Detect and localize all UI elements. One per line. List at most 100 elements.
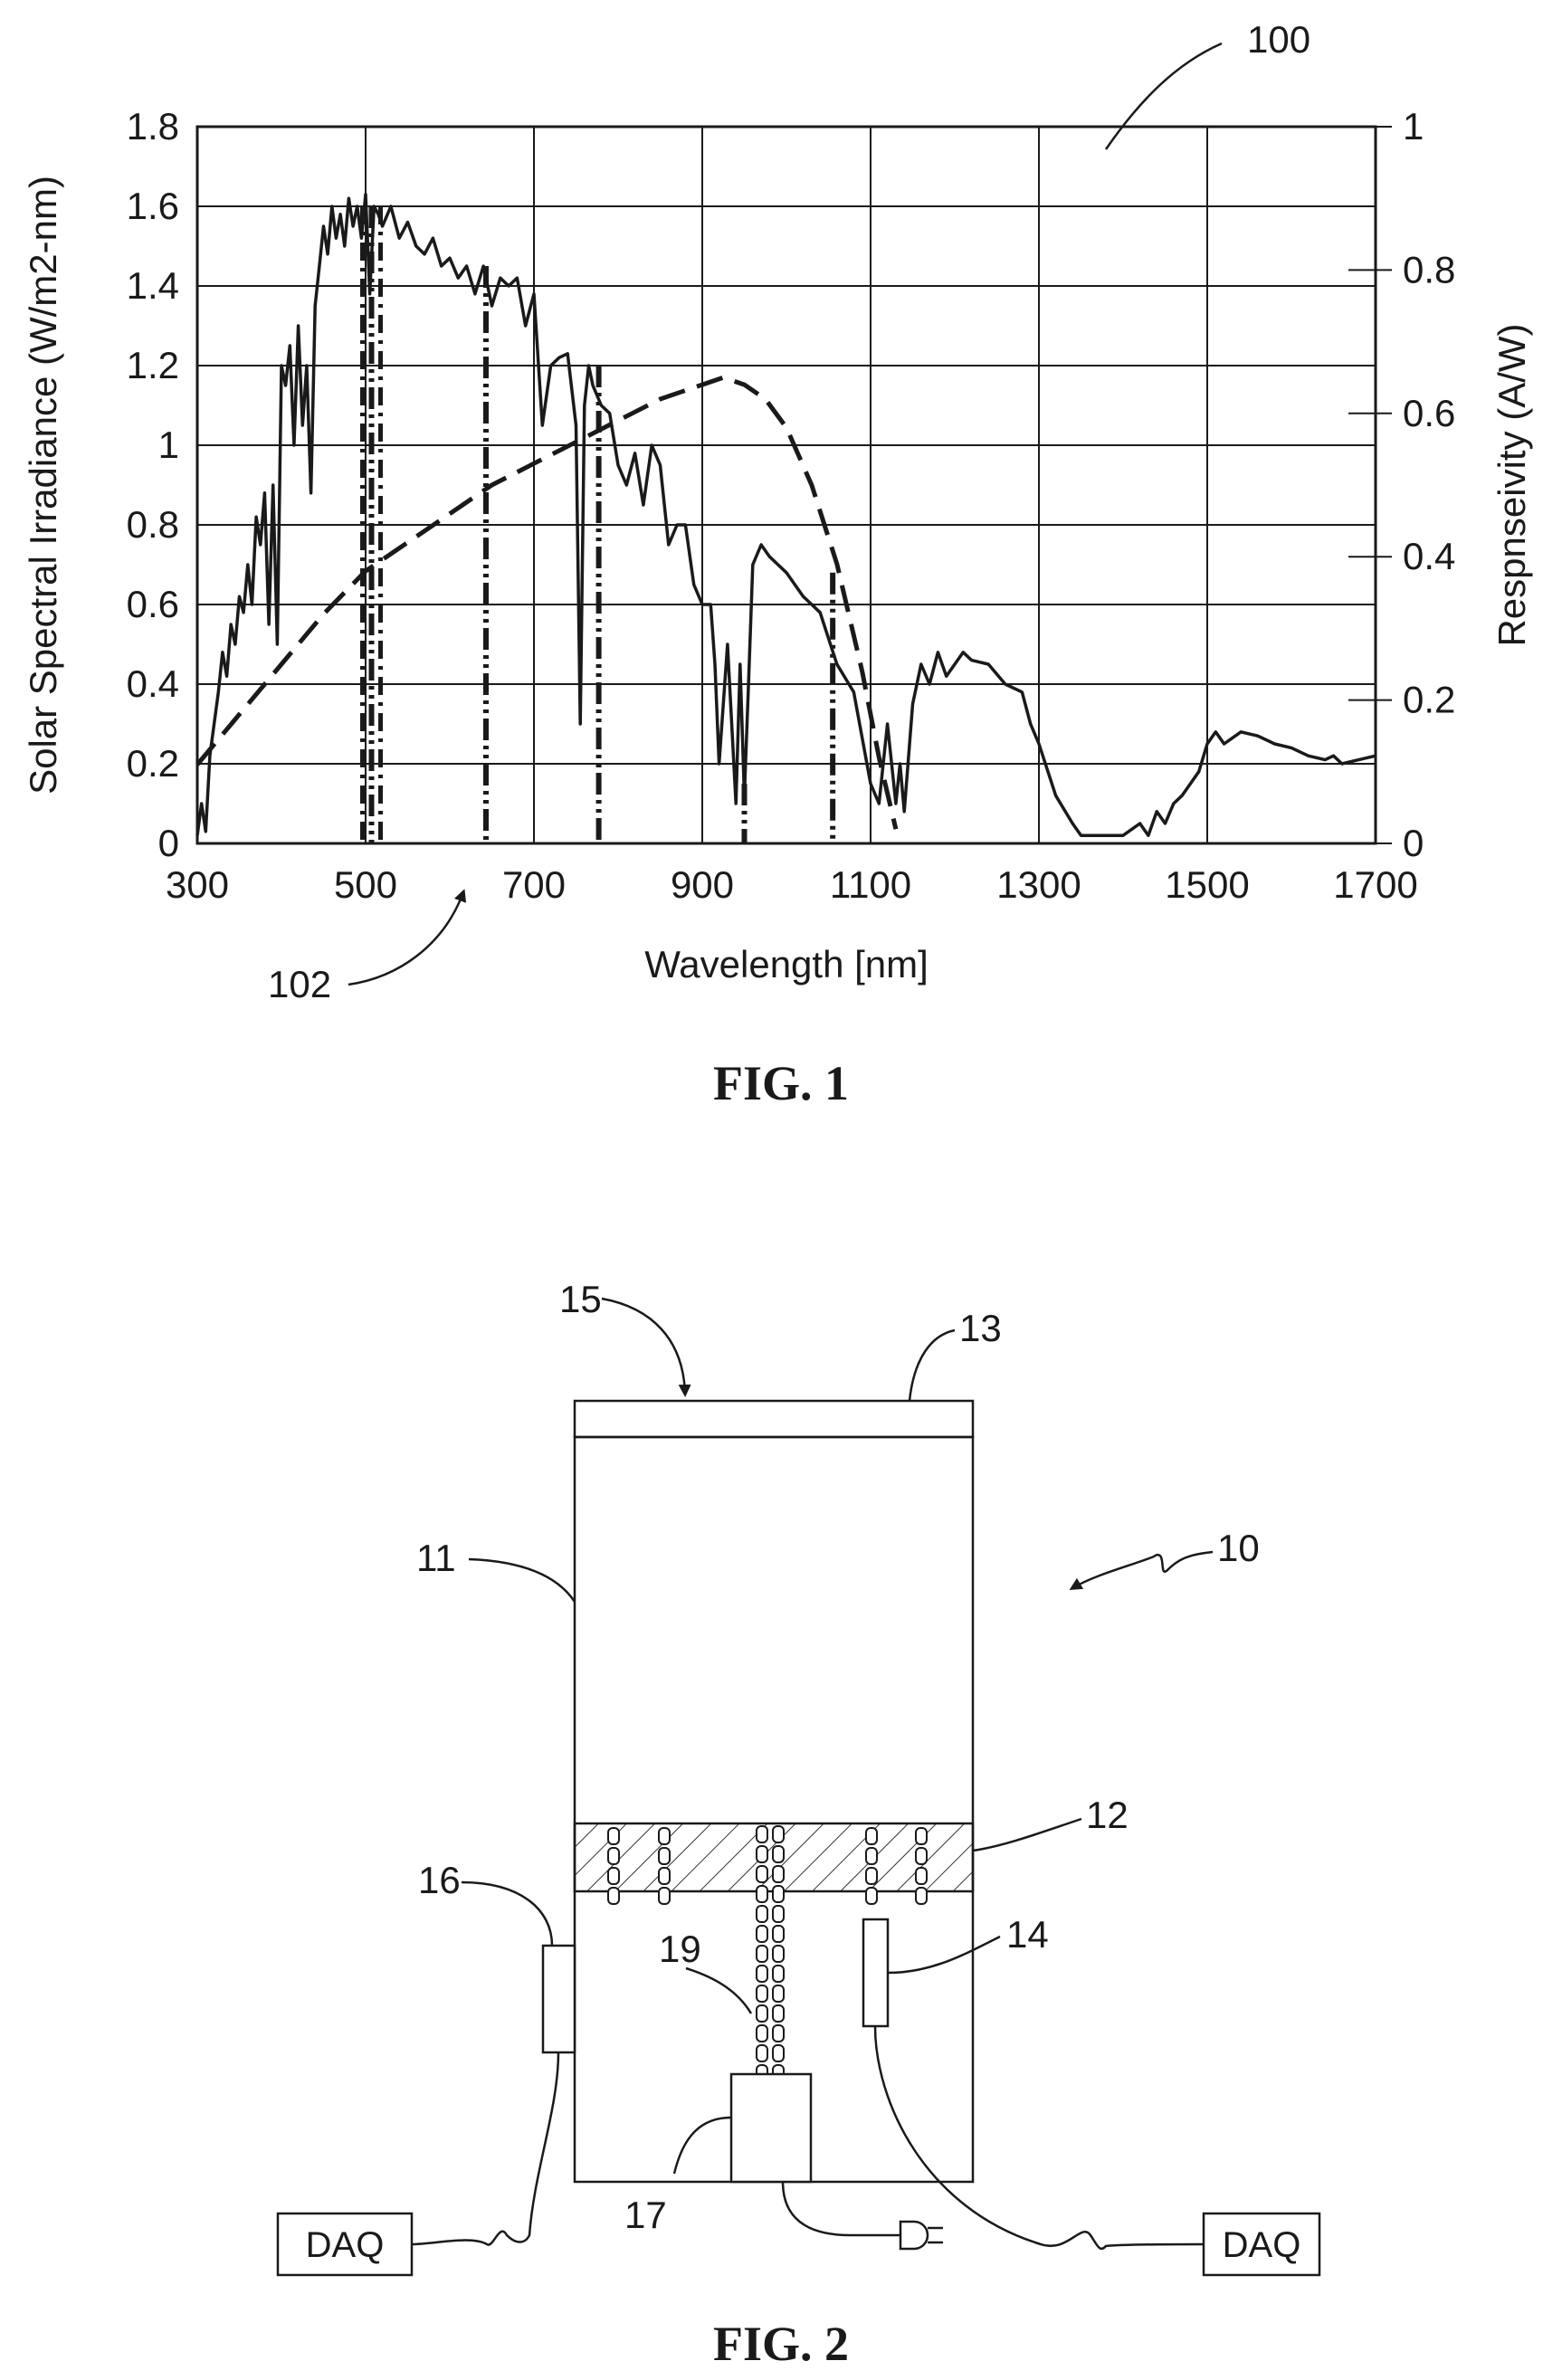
chain-link	[772, 1825, 785, 1843]
chain-link	[756, 1985, 768, 2003]
ref-12-leader	[972, 1817, 1082, 1852]
figure-1-chart: 300 500 700 900 1100 1300 1500 1700 00.20.40.60…	[22, 18, 1533, 1110]
chain-link	[607, 1847, 620, 1865]
ref-14-label: 14	[1006, 1913, 1049, 1956]
sample-layer-chains	[607, 1827, 928, 1905]
chain-link	[756, 1865, 768, 1883]
y2-tick-label: 1	[1403, 105, 1424, 148]
y2-tick-label: 0.6	[1403, 392, 1455, 434]
irradiance-series	[195, 193, 1376, 837]
chain-link	[865, 1887, 878, 1905]
responsivity-series	[195, 375, 899, 830]
chain-link	[607, 1887, 620, 1905]
thermocouple-chain	[756, 1825, 785, 2082]
chain-link	[756, 1845, 768, 1863]
y-tick-labels: 0 0.2 0.4 0.6 0.8 1 1.2 1.4 1.6 1.8	[127, 105, 179, 864]
ref-102-arrow	[348, 889, 467, 986]
ref-102-label: 102	[268, 963, 331, 1005]
ref-15-arrow	[601, 1297, 691, 1397]
y-tick-label: 0	[158, 822, 179, 864]
x-tick-label: 1300	[996, 863, 1081, 906]
figure-1-caption: FIG. 1	[713, 1056, 849, 1110]
chain-link	[772, 1945, 785, 1963]
chain-link	[658, 1887, 671, 1905]
sensor-14	[862, 1918, 890, 2028]
x-axis-label: Wavelength [nm]	[644, 943, 929, 985]
chain-link	[756, 1825, 768, 1843]
chain-link	[865, 1847, 878, 1865]
y2-tick-labels: 0 0.2 0.4 0.6 0.8 1	[1348, 105, 1455, 864]
x-tick-labels: 300 500 700 900 1100 1300 1500 1700	[166, 863, 1418, 906]
heater-17	[729, 2072, 813, 2184]
chain-link	[607, 1827, 620, 1845]
ref-19-label: 19	[659, 1928, 701, 1970]
x-tick-label: 700	[502, 863, 566, 906]
daq-right-box	[1202, 2212, 1321, 2277]
chain-link	[658, 1847, 671, 1865]
y-tick-label: 1	[158, 424, 179, 466]
chain-link	[607, 1867, 620, 1885]
wire-14-to-daq	[873, 2025, 1205, 2251]
ref-14-leader	[887, 1935, 1001, 1975]
ref-17-label: 17	[624, 2194, 667, 2236]
y-tick-label: 0.8	[127, 503, 179, 546]
x-tick-label: 1100	[830, 863, 911, 906]
sensor-16	[541, 1944, 576, 2054]
chain-link	[772, 1885, 785, 1903]
chain-link	[772, 1985, 785, 2003]
y2-tick-label: 0	[1403, 822, 1424, 864]
chain-link	[915, 1847, 928, 1865]
y-axis-label: Solar Spectral Irradiance (W/m2-nm)	[22, 176, 64, 795]
chain-link	[756, 1905, 768, 1923]
x-tick-label: 1500	[1165, 863, 1249, 906]
plot-frame	[195, 125, 1377, 845]
chain-link	[756, 2044, 768, 2062]
ref-13-label: 13	[959, 1307, 1002, 1349]
responsivity-line	[195, 375, 899, 830]
y-tick-label: 0.6	[127, 583, 179, 625]
ref-11-leader	[468, 1557, 576, 1603]
ref-16-leader	[461, 1880, 554, 1947]
daq-left-box	[276, 2212, 414, 2277]
ref-10-label: 10	[1217, 1527, 1260, 1569]
chain-link	[772, 2044, 785, 2062]
chain-link	[915, 1867, 928, 1885]
chain-link	[756, 1885, 768, 1903]
y-tick-label: 0.2	[127, 742, 179, 785]
chain-link	[772, 1865, 785, 1883]
y2-tick-label: 0.2	[1403, 679, 1455, 721]
wire-16-to-daq	[411, 2052, 560, 2246]
irradiance-line	[195, 193, 1376, 837]
chain-link	[915, 1827, 928, 1845]
y2-tick-label: 0.4	[1403, 535, 1455, 577]
power-plug-icon	[899, 2220, 943, 2251]
ref-19-leader	[685, 1966, 753, 2014]
chain-link	[756, 1925, 768, 1943]
ref-11-label: 11	[416, 1537, 456, 1579]
ref-100-leader	[1104, 42, 1223, 150]
x-tick-label: 1700	[1333, 863, 1417, 906]
y-tick-label: 1.2	[127, 344, 179, 386]
chain-link	[772, 2024, 785, 2042]
chain-link	[865, 1867, 878, 1885]
chain-link	[756, 1945, 768, 1963]
y2-tick-label: 0.8	[1403, 248, 1455, 290]
chain-link	[772, 1925, 785, 1943]
y-tick-label: 1.8	[127, 105, 179, 148]
y-tick-label: 1.4	[127, 264, 179, 307]
chain-link	[756, 2024, 768, 2042]
daq-left-label: DAQ	[306, 2225, 385, 2265]
ref-17-leader	[672, 2116, 732, 2175]
top-layer	[573, 1399, 975, 1439]
chain-link	[772, 2004, 785, 2023]
ref-100-label: 100	[1247, 18, 1310, 61]
y2-axis-label: Respnseivity (A/W)	[1491, 323, 1533, 646]
ref-16-label: 16	[418, 1859, 461, 1901]
figure-2-caption: FIG. 2	[713, 2317, 849, 2371]
band-markers	[360, 206, 836, 843]
chain-link	[658, 1827, 671, 1845]
x-tick-label: 900	[671, 863, 734, 906]
figure-2-diagram: DAQ DAQ 15 13 11 10 12 16 14 19 17 FIG. …	[276, 1278, 1321, 2371]
chain-link	[658, 1867, 671, 1885]
chain-link	[756, 1965, 768, 1983]
